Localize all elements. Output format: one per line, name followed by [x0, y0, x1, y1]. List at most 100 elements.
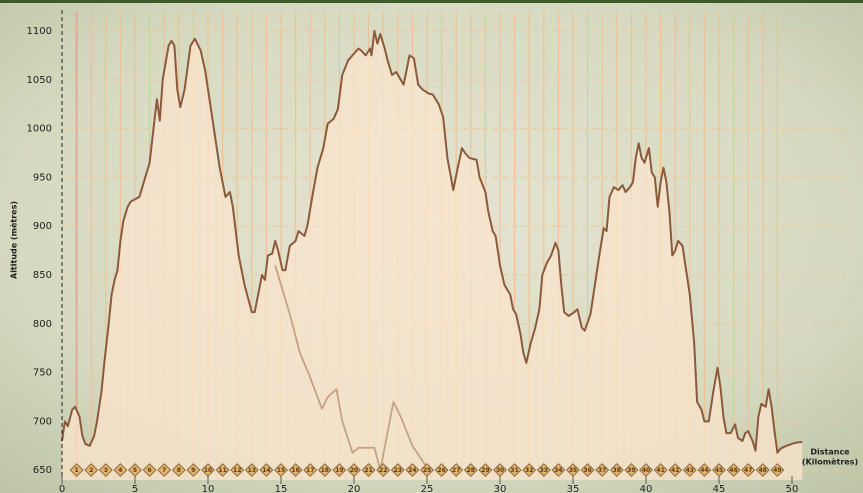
y-tick-label: 1100: [27, 26, 52, 37]
x-tick-label: 35: [567, 484, 580, 493]
km-marker: [580, 463, 595, 477]
km-marker-label: 8: [177, 467, 181, 474]
x-axis-label: (Kilomètres): [802, 457, 858, 467]
km-marker-label: 6: [148, 467, 152, 474]
km-marker-label: 17: [306, 467, 314, 474]
km-marker: [755, 463, 770, 477]
y-tick-label: 1000: [27, 124, 52, 135]
km-marker: [288, 463, 303, 477]
x-axis-label: Distance: [810, 448, 850, 457]
km-marker: [478, 463, 493, 477]
km-marker: [566, 463, 580, 477]
km-marker: [420, 463, 434, 477]
km-marker-label: 47: [744, 467, 752, 474]
km-marker-label: 18: [321, 467, 329, 474]
km-marker: [463, 463, 478, 477]
km-marker: [405, 463, 420, 477]
km-marker: [770, 463, 785, 477]
km-marker-label: 7: [162, 467, 166, 474]
x-tick-label: 45: [713, 484, 726, 493]
km-marker: [303, 463, 318, 477]
km-marker-label: 26: [437, 467, 445, 474]
km-marker: [434, 463, 449, 477]
km-marker-label: 9: [191, 467, 195, 474]
km-marker-label: 49: [773, 467, 781, 474]
km-marker-label: 5: [133, 467, 137, 474]
km-marker: [712, 463, 726, 477]
km-marker-label: 30: [496, 467, 504, 474]
km-marker-label: 39: [627, 467, 635, 474]
km-marker-label: 3: [104, 467, 108, 474]
km-marker-label: 12: [233, 467, 241, 474]
x-tick-label: 50: [786, 484, 799, 493]
km-marker: [317, 463, 332, 477]
km-marker-label: 35: [569, 467, 577, 474]
km-marker-label: 15: [277, 467, 285, 474]
km-marker: [142, 463, 157, 477]
km-marker-label: 29: [481, 467, 489, 474]
km-marker-label: 16: [291, 467, 299, 474]
km-marker: [98, 463, 113, 477]
km-marker: [186, 463, 201, 477]
grid: [62, 11, 845, 480]
plot: [61, 30, 803, 472]
km-marker-label: 21: [364, 467, 372, 474]
km-marker-label: 42: [671, 467, 679, 474]
km-marker-label: 36: [583, 467, 591, 474]
km-marker-label: 46: [729, 467, 737, 474]
km-marker: [609, 463, 624, 477]
y-tick-label: 950: [33, 172, 52, 183]
y-tick-label: 900: [33, 221, 52, 232]
km-marker: [171, 463, 186, 477]
km-marker-label: 2: [89, 467, 93, 474]
km-marker: [682, 463, 697, 477]
km-marker-label: 48: [759, 467, 767, 474]
elevation-line: [274, 265, 430, 472]
km-marker: [639, 463, 653, 477]
km-marker: [551, 463, 566, 477]
km-marker-label: 34: [554, 467, 562, 474]
km-marker-label: 31: [510, 467, 518, 474]
km-marker: [726, 463, 741, 477]
top-border: [0, 0, 863, 3]
x-tick-label: 30: [494, 484, 507, 493]
km-marker-label: 28: [467, 467, 475, 474]
x-tick-label: 10: [202, 484, 215, 493]
km-marker: [128, 463, 142, 477]
km-marker-label: 10: [204, 467, 212, 474]
km-marker: [536, 463, 551, 477]
y-tick-label: 1050: [27, 75, 52, 86]
x-tick-label: 25: [421, 484, 434, 493]
km-marker: [113, 463, 128, 477]
x-tick-label: 0: [59, 484, 65, 493]
km-marker: [741, 463, 756, 477]
km-marker: [157, 463, 172, 477]
km-marker: [668, 463, 683, 477]
km-marker-label: 25: [423, 467, 431, 474]
km-marker-label: 33: [540, 467, 548, 474]
km-marker: [493, 463, 507, 477]
y-axis-label: Altitude (mètres): [9, 201, 19, 279]
km-marker-label: 40: [642, 467, 650, 474]
km-marker-label: 32: [525, 467, 533, 474]
km-marker: [507, 463, 522, 477]
km-marker-label: 11: [218, 467, 226, 474]
km-marker-label: 27: [452, 467, 460, 474]
y-tick-label: 700: [33, 416, 52, 427]
km-marker: [274, 463, 288, 477]
km-marker: [449, 463, 464, 477]
km-marker-label: 37: [598, 467, 606, 474]
x-tick-label: 15: [275, 484, 288, 493]
km-marker: [522, 463, 537, 477]
km-marker: [595, 463, 610, 477]
km-marker-label: 38: [613, 467, 621, 474]
km-marker-label: 44: [700, 467, 708, 474]
km-marker: [390, 463, 405, 477]
km-marker: [332, 463, 347, 477]
x-tick-label: 40: [640, 484, 653, 493]
km-marker: [347, 463, 361, 477]
km-marker: [697, 463, 712, 477]
km-marker-label: 45: [715, 467, 723, 474]
km-marker-label: 13: [248, 467, 256, 474]
